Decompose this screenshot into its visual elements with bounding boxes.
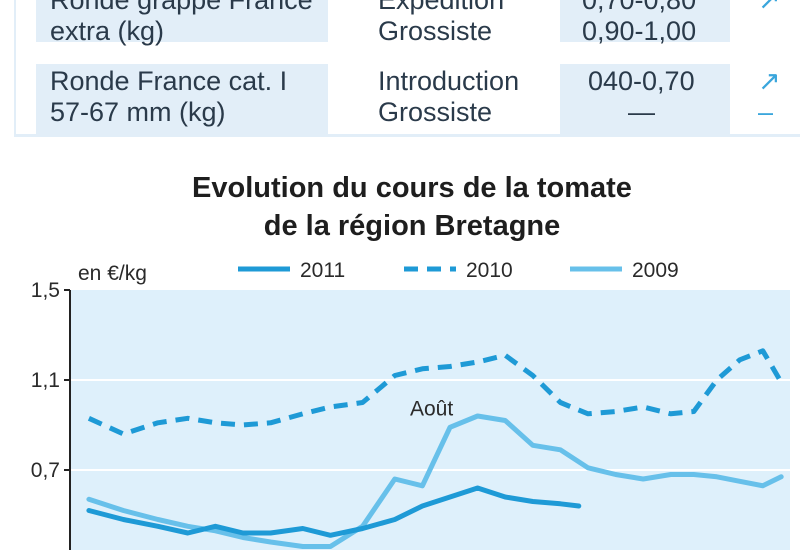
trend-dash-icon: – xyxy=(758,97,774,127)
table-left-rule xyxy=(14,0,16,136)
trend-up-arrow-icon: ↗ xyxy=(758,0,781,15)
y-tick-label: 1,1 xyxy=(31,369,60,392)
cell-bg xyxy=(560,64,730,134)
stage-line: Grossiste xyxy=(378,97,493,127)
table-row-2-price: 040-0,70 — xyxy=(588,66,695,128)
price-table: Ronde grappe France extra (kg) Expéditio… xyxy=(0,0,800,140)
trend-up-arrow-icon: ↗ xyxy=(758,66,781,96)
cell-bg xyxy=(14,134,800,137)
product-line: Ronde France cat. I xyxy=(50,66,288,96)
series-line-2011 xyxy=(86,485,582,538)
table-row-1-price: 0,70-0,80 0,90-1,00 xyxy=(582,0,696,47)
product-line: Ronde grappe France xyxy=(50,0,313,15)
chart-title-line-1: Evolution du cours de la tomate xyxy=(192,172,632,204)
cell-bg xyxy=(560,0,730,42)
legend: 2011 2010 2009 xyxy=(238,259,679,282)
series-line-2010 xyxy=(87,348,784,437)
price-line: 0,90-1,00 xyxy=(582,16,697,46)
stage-line: Introduction xyxy=(378,66,520,96)
y-axis-ticks: 1,5 1,1 0,7 xyxy=(31,279,70,482)
y-axis-unit-label: en €/kg xyxy=(78,262,147,285)
y-tick-label: 1,5 xyxy=(31,279,60,302)
product-line: extra (kg) xyxy=(50,16,165,46)
price-line: 0,70-0,80 xyxy=(582,0,697,15)
table-row-1-trend: ↗ xyxy=(758,0,781,16)
legend-label-2009: 2009 xyxy=(632,259,679,282)
august-annotation: Août xyxy=(410,398,453,421)
cell-bg xyxy=(36,64,328,134)
cell-bg xyxy=(36,0,328,42)
legend-label-2010: 2010 xyxy=(466,259,513,282)
series-line-2009 xyxy=(86,413,784,549)
table-row-2-stage: Introduction Grossiste xyxy=(378,66,519,128)
chart-title-line-2: de la région Bretagne xyxy=(264,210,561,242)
table-row-2-product: Ronde France cat. I 57-67 mm (kg) xyxy=(50,66,287,128)
legend-label-2011: 2011 xyxy=(300,259,345,282)
table-row-2-trend: ↗ – xyxy=(758,66,781,128)
stage-line: Expédition xyxy=(378,0,505,15)
price-line: — xyxy=(628,97,655,127)
table-row-1-product: Ronde grappe France extra (kg) xyxy=(50,0,313,47)
product-line: 57-67 mm (kg) xyxy=(50,97,226,127)
stage-line: Grossiste xyxy=(378,16,493,46)
plot-background xyxy=(70,290,790,550)
series-layer xyxy=(86,348,784,549)
y-tick-label: 0,7 xyxy=(31,459,60,482)
price-line: 040-0,70 xyxy=(588,66,695,96)
price-evolution-chart: Evolution du cours de la tomate de la ré… xyxy=(12,160,800,550)
table-row-1-stage: Expédition Grossiste xyxy=(378,0,504,47)
